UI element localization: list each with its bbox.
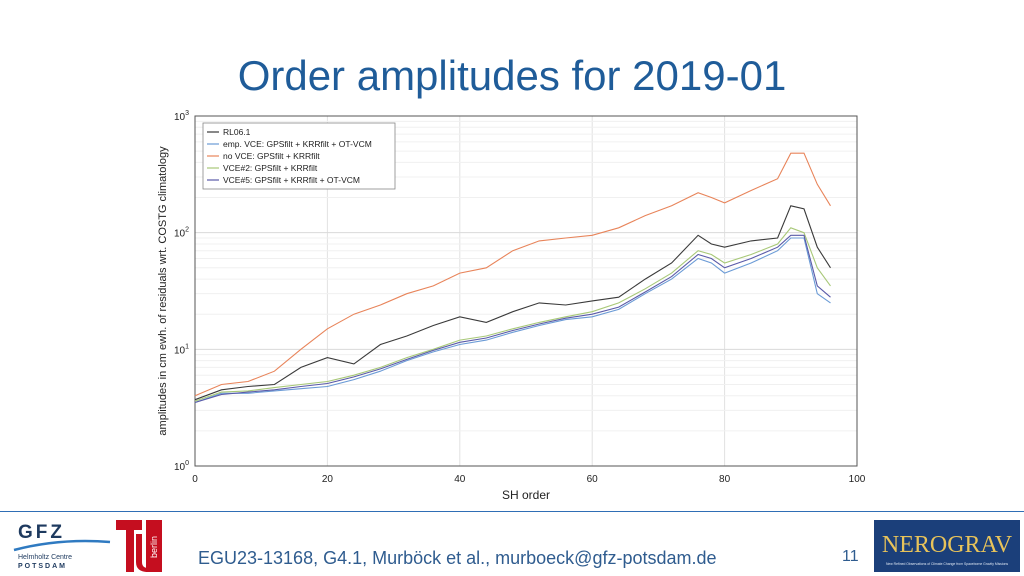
legend-box	[202, 122, 396, 190]
y-axis-label: amplitudes in cm ewh. of residuals wrt. …	[157, 146, 169, 436]
tu-logo-u	[136, 534, 148, 572]
series-line-2	[194, 152, 831, 397]
gfz-swoosh	[13, 539, 111, 552]
x-tick-label: 100	[849, 474, 866, 485]
nerograv-bg	[874, 520, 1020, 572]
nerograv-logo-text: NEROGRAV	[882, 532, 1013, 558]
legend-label: emp. VCE: GPSfilt + KRRfilt + OT-VCM	[223, 139, 372, 149]
y-tick-label: 103	[174, 110, 189, 123]
x-tick-label: 80	[719, 474, 731, 485]
legend-label: VCE#5: GPSfilt + KRRfilt + OT-VCM	[223, 175, 360, 185]
series-line-1	[194, 237, 831, 404]
gfz-logo: GFZ Helmholtz Centre POTSDAM	[13, 522, 111, 570]
series-line-3	[194, 227, 831, 402]
axis-ticks: 0 20 40 60 80 100 100 101 102 103	[174, 110, 866, 485]
page-number: 11	[842, 548, 859, 565]
x-tick-label: 20	[322, 474, 334, 485]
y-tick-label: 101	[174, 343, 189, 356]
gfz-logo-line1: Helmholtz Centre	[18, 554, 72, 561]
series-line-0	[194, 205, 831, 401]
tu-logo-text: berlin	[149, 536, 159, 558]
legend-label: no VCE: GPSfilt + KRRfilt	[223, 151, 320, 161]
x-tick-label: 60	[587, 474, 599, 485]
x-axis-label: SH order	[502, 488, 550, 499]
legend: RL06.1 emp. VCE: GPSfilt + KRRfilt + OT-V…	[202, 122, 396, 190]
tu-berlin-logo: berlin	[116, 520, 162, 572]
tu-logo-band	[146, 520, 162, 572]
amplitude-chart: 0 20 40 60 80 100 100 101 102 103 RL06.1 emp. VCE:…	[157, 110, 866, 499]
slide-title: Order amplitudes for 2019-01	[237, 52, 787, 99]
gfz-logo-line2: POTSDAM	[18, 563, 67, 570]
legend-label: VCE#2: GPSfilt + KRRfilt	[223, 163, 318, 173]
nerograv-logo: NEROGRAV New Refined Observations of Cli…	[874, 520, 1020, 572]
gfz-logo-main: GFZ	[18, 522, 65, 543]
x-tick-label: 0	[192, 474, 198, 485]
legend-label: RL06.1	[223, 127, 251, 137]
nerograv-tagline: New Refined Observations of Climate Chan…	[886, 562, 1008, 566]
footer-divider	[0, 511, 1024, 512]
footer-citation: EGU23-13168, G4.1, Murböck et al., murbo…	[198, 548, 717, 568]
tu-logo-mark	[116, 520, 142, 572]
series-layer	[194, 152, 831, 404]
plot-frame	[194, 115, 858, 467]
x-tick-label: 40	[454, 474, 466, 485]
y-tick-label: 102	[174, 227, 189, 240]
series-line-4	[194, 234, 831, 404]
y-tick-label: 100	[174, 460, 189, 473]
